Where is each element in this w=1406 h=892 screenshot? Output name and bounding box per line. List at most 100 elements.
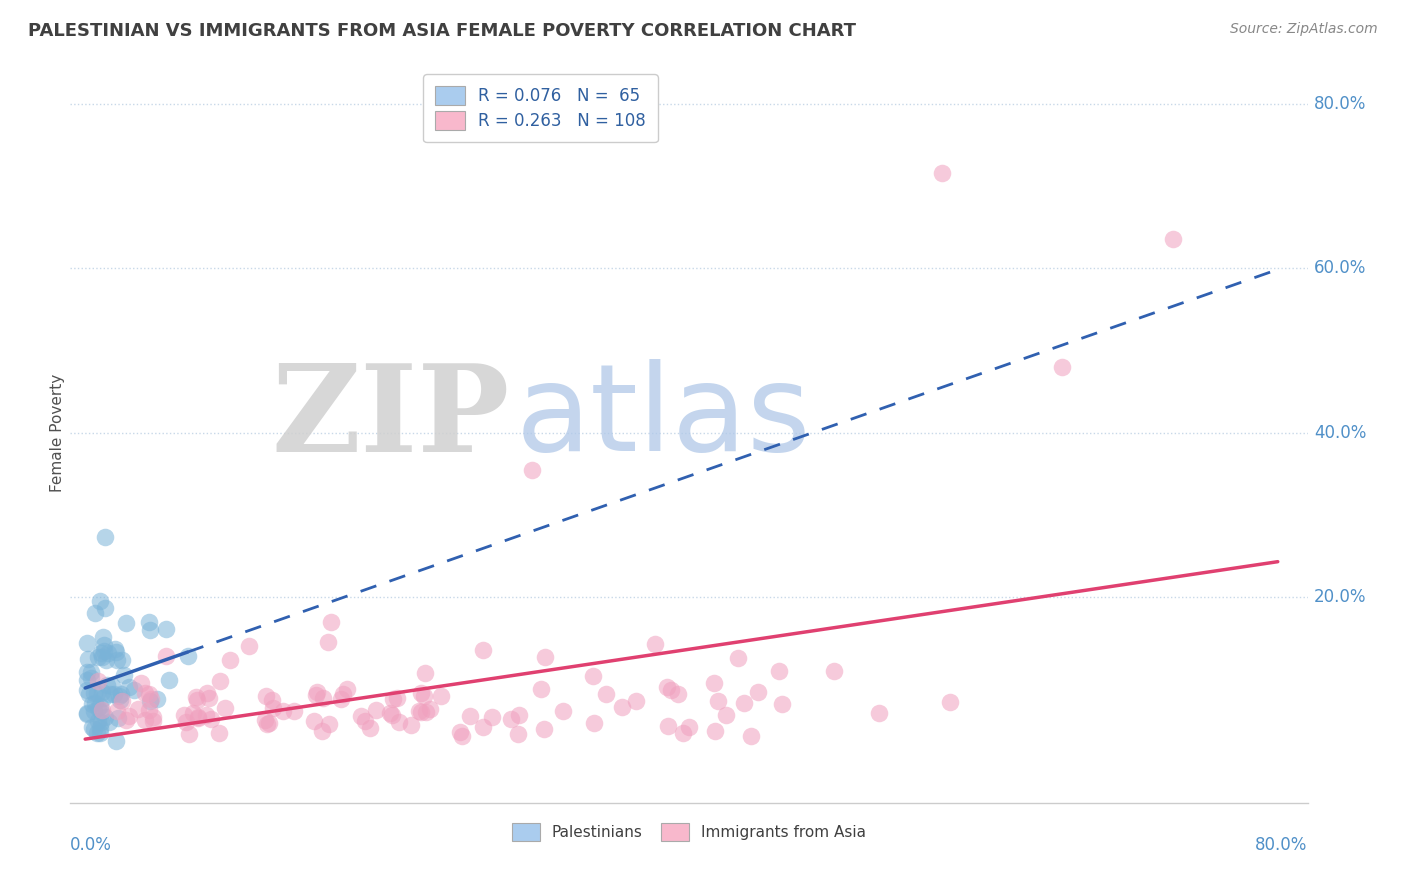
- Point: [316, 634, 339, 648]
- Point: [97, 646, 120, 660]
- Point: [83, 704, 105, 718]
- Point: [187, 710, 209, 724]
- Point: [624, 694, 647, 708]
- Point: [214, 701, 236, 715]
- Point: [93, 638, 115, 652]
- Point: [254, 690, 277, 704]
- Point: [533, 723, 555, 737]
- Point: [155, 649, 177, 664]
- Point: [311, 690, 333, 705]
- Point: [80, 720, 103, 734]
- Point: [104, 641, 127, 656]
- Point: [82, 697, 104, 711]
- Text: 20.0%: 20.0%: [1313, 588, 1367, 607]
- Point: [419, 702, 441, 716]
- Point: [89, 726, 111, 740]
- Point: [381, 708, 404, 723]
- Point: [83, 686, 105, 700]
- Point: [534, 650, 557, 665]
- Point: [551, 705, 574, 719]
- Point: [195, 685, 218, 699]
- Point: [122, 683, 145, 698]
- Point: [142, 710, 165, 724]
- Point: [678, 720, 700, 734]
- Point: [209, 673, 232, 688]
- Text: PALESTINIAN VS IMMIGRANTS FROM ASIA FEMALE POVERTY CORRELATION CHART: PALESTINIAN VS IMMIGRANTS FROM ASIA FEMA…: [28, 22, 856, 40]
- Point: [77, 687, 100, 701]
- Legend: Palestinians, Immigrants from Asia: Palestinians, Immigrants from Asia: [506, 817, 872, 847]
- Point: [349, 709, 371, 723]
- Point: [659, 683, 682, 698]
- Point: [195, 707, 218, 722]
- Point: [329, 692, 352, 706]
- Point: [105, 645, 128, 659]
- Point: [311, 724, 333, 739]
- Point: [408, 705, 430, 719]
- Point: [458, 708, 481, 723]
- Point: [131, 676, 153, 690]
- Point: [939, 695, 962, 709]
- Text: Source: ZipAtlas.com: Source: ZipAtlas.com: [1230, 22, 1378, 37]
- Point: [134, 686, 156, 700]
- Point: [157, 673, 180, 687]
- Point: [89, 721, 111, 735]
- Point: [508, 708, 530, 723]
- Point: [208, 726, 231, 740]
- Point: [79, 665, 101, 679]
- Point: [657, 719, 679, 733]
- Text: 80.0%: 80.0%: [1256, 836, 1308, 855]
- Point: [127, 702, 149, 716]
- Point: [218, 653, 240, 667]
- Point: [238, 639, 260, 653]
- Point: [353, 714, 375, 728]
- Point: [108, 692, 131, 706]
- Point: [388, 714, 411, 729]
- Text: 80.0%: 80.0%: [1313, 95, 1367, 112]
- Point: [399, 717, 422, 731]
- Point: [98, 714, 121, 729]
- Point: [1163, 232, 1185, 246]
- Point: [186, 692, 208, 706]
- Point: [256, 716, 278, 731]
- Point: [471, 643, 494, 657]
- Text: 0.0%: 0.0%: [70, 836, 112, 855]
- Point: [672, 725, 695, 739]
- Point: [138, 687, 160, 701]
- Point: [530, 682, 553, 697]
- Point: [98, 687, 121, 701]
- Point: [118, 680, 141, 694]
- Point: [176, 715, 198, 730]
- Point: [703, 676, 725, 690]
- Point: [89, 594, 111, 608]
- Point: [138, 703, 160, 717]
- Point: [657, 680, 679, 694]
- Point: [87, 701, 110, 715]
- Point: [173, 708, 195, 723]
- Point: [413, 689, 436, 703]
- Point: [84, 606, 107, 620]
- Point: [114, 667, 136, 681]
- Point: [93, 644, 115, 658]
- Point: [740, 729, 762, 743]
- Point: [176, 649, 198, 664]
- Point: [253, 713, 276, 727]
- Point: [768, 664, 790, 678]
- Point: [449, 724, 471, 739]
- Point: [90, 703, 112, 717]
- Point: [336, 682, 359, 697]
- Point: [184, 690, 207, 704]
- Point: [90, 706, 112, 720]
- Point: [366, 703, 388, 717]
- Point: [103, 687, 125, 701]
- Point: [707, 694, 730, 708]
- Point: [83, 722, 105, 736]
- Point: [273, 704, 295, 718]
- Point: [138, 624, 160, 638]
- Point: [76, 636, 98, 650]
- Point: [770, 697, 793, 711]
- Point: [582, 715, 605, 730]
- Point: [200, 712, 222, 726]
- Point: [409, 706, 432, 720]
- Point: [104, 733, 127, 747]
- Point: [89, 699, 111, 714]
